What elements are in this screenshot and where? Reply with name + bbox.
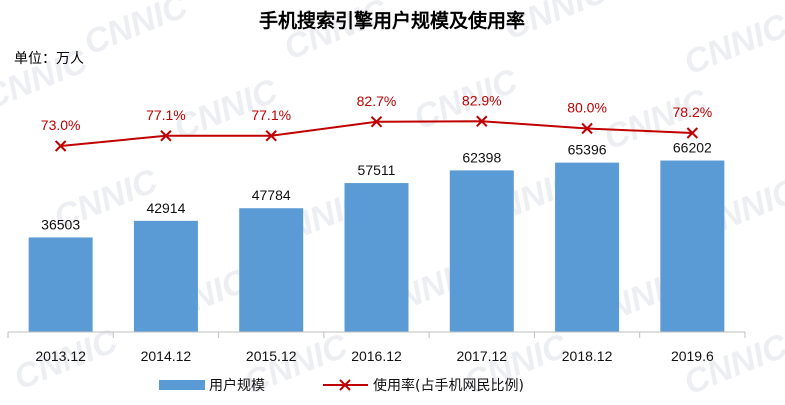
x-axis: 2013.12 2014.12 2015.12 2016.12 2017.12 2018.… — [7, 331, 746, 364]
bar-value-label: 42914 — [146, 200, 185, 216]
rate-marker — [265, 130, 277, 142]
legend-bar-label: 用户规模 — [209, 377, 265, 394]
unit-label: 单位：万人 — [14, 51, 84, 67]
bar-value-label: 47784 — [252, 187, 291, 203]
bar-series: 36503 42914 47784 57511 62398 65396 66202 — [28, 140, 725, 332]
rate-marker — [581, 122, 593, 135]
x-tick-label: 2016.12 — [351, 348, 402, 364]
watermark-text: CNNIC — [79, 0, 193, 62]
legend-line-marker — [339, 379, 351, 391]
rate-value-label: 77.1% — [251, 107, 291, 123]
bar-value-label: 66202 — [673, 140, 712, 156]
x-tick-label: 2019.6 — [671, 348, 714, 364]
watermark-text: CNNIC — [679, 7, 785, 83]
x-tick-label: 2015.12 — [246, 348, 297, 364]
x-tick-label: 2013.12 — [35, 348, 86, 364]
legend-bar-swatch — [159, 380, 205, 390]
bar — [133, 220, 198, 332]
rate-marker — [476, 115, 488, 127]
legend: 用户规模 使用率(占手机网民比例) — [159, 377, 524, 394]
chart-title: 手机搜索引擎用户规模及使用率 — [259, 9, 525, 32]
bar-value-label: 65396 — [568, 142, 607, 158]
legend-line-label: 使用率(占手机网民比例) — [373, 377, 524, 394]
x-tick-label: 2017.12 — [456, 348, 507, 364]
bar-value-label: 36503 — [41, 216, 80, 232]
rate-value-label: 82.9% — [462, 92, 502, 108]
rate-series: 73.0% 77.1% 77.1% 82.7% 82.9% 80.0% 78.2% — [41, 92, 713, 152]
bar — [449, 170, 514, 332]
rate-value-label: 82.7% — [357, 93, 397, 109]
bar — [28, 237, 93, 332]
bar-value-label: 57511 — [358, 162, 396, 178]
rate-marker — [370, 116, 383, 128]
watermark-text: CNNIC — [679, 327, 785, 403]
rate-marker — [54, 140, 67, 152]
bar — [239, 208, 304, 332]
rate-marker — [686, 127, 699, 139]
bar — [555, 162, 620, 332]
bar — [660, 160, 725, 332]
bar-value-label: 62398 — [462, 149, 501, 165]
rate-value-label: 77.1% — [146, 107, 186, 123]
rate-value-label: 80.0% — [567, 100, 607, 116]
x-tick-label: 2014.12 — [141, 348, 192, 364]
rate-value-label: 78.2% — [673, 104, 713, 120]
x-tick-label: 2018.12 — [562, 348, 613, 364]
bar — [344, 183, 409, 332]
rate-marker — [160, 130, 172, 142]
rate-value-label: 73.0% — [41, 117, 81, 133]
